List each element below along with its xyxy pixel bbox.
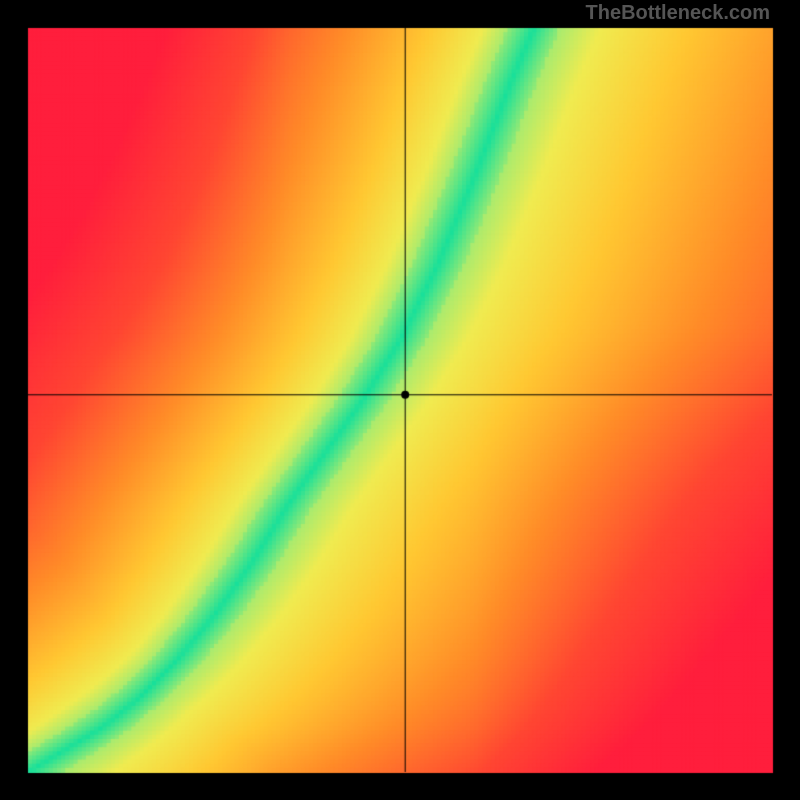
watermark-text: TheBottleneck.com [586,2,770,25]
bottleneck-heatmap [0,0,800,800]
